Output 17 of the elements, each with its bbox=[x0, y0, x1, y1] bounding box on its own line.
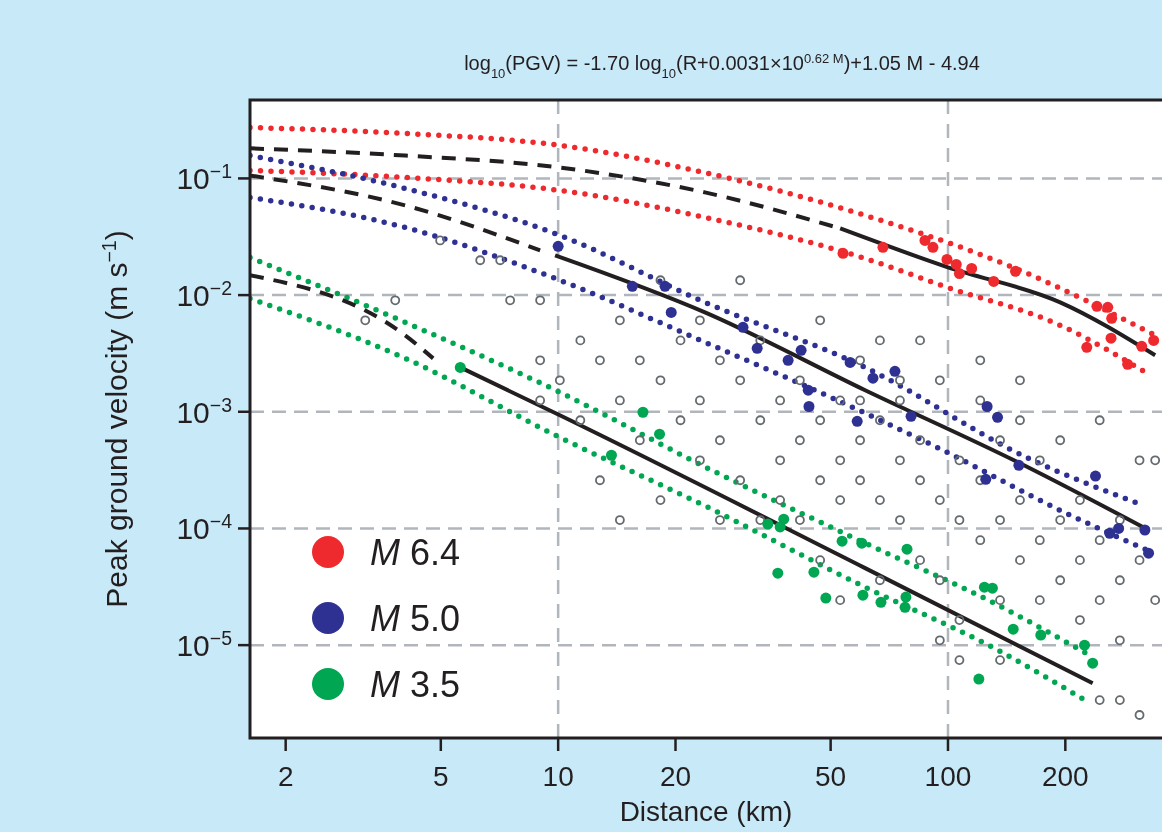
x-tick-label: 20 bbox=[659, 761, 692, 792]
x-tick-label: 200 bbox=[1041, 761, 1089, 792]
x-axis-title: Distance (km) bbox=[619, 796, 793, 827]
y-tick-label: 10$^{−2}$ bbox=[176, 277, 232, 313]
y-tick-label: 10$^{−4}$ bbox=[176, 510, 233, 546]
legend-label: M 5.0 bbox=[370, 598, 461, 639]
legend-label: M 3.5 bbox=[370, 664, 461, 705]
x-tick-label: 50 bbox=[815, 761, 847, 792]
legend-label: M 6.4 bbox=[370, 532, 461, 573]
x-tick-label: 100 bbox=[924, 761, 972, 792]
x-tick-label: 2 bbox=[277, 761, 294, 792]
chart-title: log$_{10}$(PGV) = -1.70 log$_{10}$(R+0.0031×10$^{0.62 M}$)+1.05 M - 4.94 bbox=[464, 50, 980, 81]
x-tick-label: 5 bbox=[433, 761, 449, 792]
x-tick-label: 10 bbox=[542, 761, 574, 792]
y-tick-label: 10$^{−1}$ bbox=[176, 160, 232, 196]
y-tick-label: 10$^{−5}$ bbox=[176, 627, 233, 663]
y-tick-label: 10$^{−3}$ bbox=[176, 393, 232, 429]
